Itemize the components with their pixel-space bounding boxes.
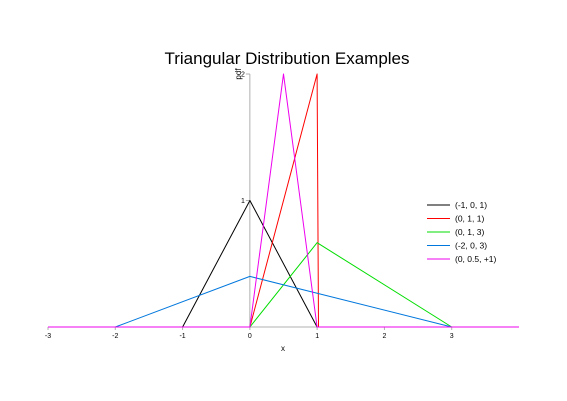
legend-label: (0, 1, 1) bbox=[455, 214, 484, 224]
x-tick-label: -3 bbox=[45, 333, 51, 340]
x-tick-label: 0 bbox=[248, 333, 252, 340]
y-axis-label: pdf bbox=[234, 68, 243, 80]
series-line-2 bbox=[48, 73, 519, 328]
series-line-4 bbox=[48, 275, 519, 328]
x-tick-label: 3 bbox=[450, 333, 454, 340]
x-tick-label: -1 bbox=[179, 333, 185, 340]
y-tick-label: 2 bbox=[241, 72, 245, 79]
legend-label: (0, 1, 3) bbox=[455, 227, 484, 237]
x-axis-label: x bbox=[281, 344, 285, 353]
legend: (-1, 0, 1) (0, 1, 1) (0, 1, 3) (-2, 0, 3) (0… bbox=[427, 200, 497, 264]
series-line-5 bbox=[48, 73, 519, 328]
legend-label: (0, 0.5, +1) bbox=[455, 254, 497, 264]
x-tick-label: -2 bbox=[112, 333, 118, 340]
chart-title: Triangular Distribution Examples bbox=[164, 49, 409, 68]
legend-label: (-1, 0, 1) bbox=[455, 200, 487, 210]
series-line-1 bbox=[48, 200, 519, 328]
y-tick-label: 1 bbox=[241, 198, 245, 205]
x-tick-label: 1 bbox=[315, 333, 319, 340]
series-layer bbox=[48, 73, 519, 328]
legend-label: (-2, 0, 3) bbox=[455, 241, 487, 251]
x-tick-label: 2 bbox=[382, 333, 386, 340]
